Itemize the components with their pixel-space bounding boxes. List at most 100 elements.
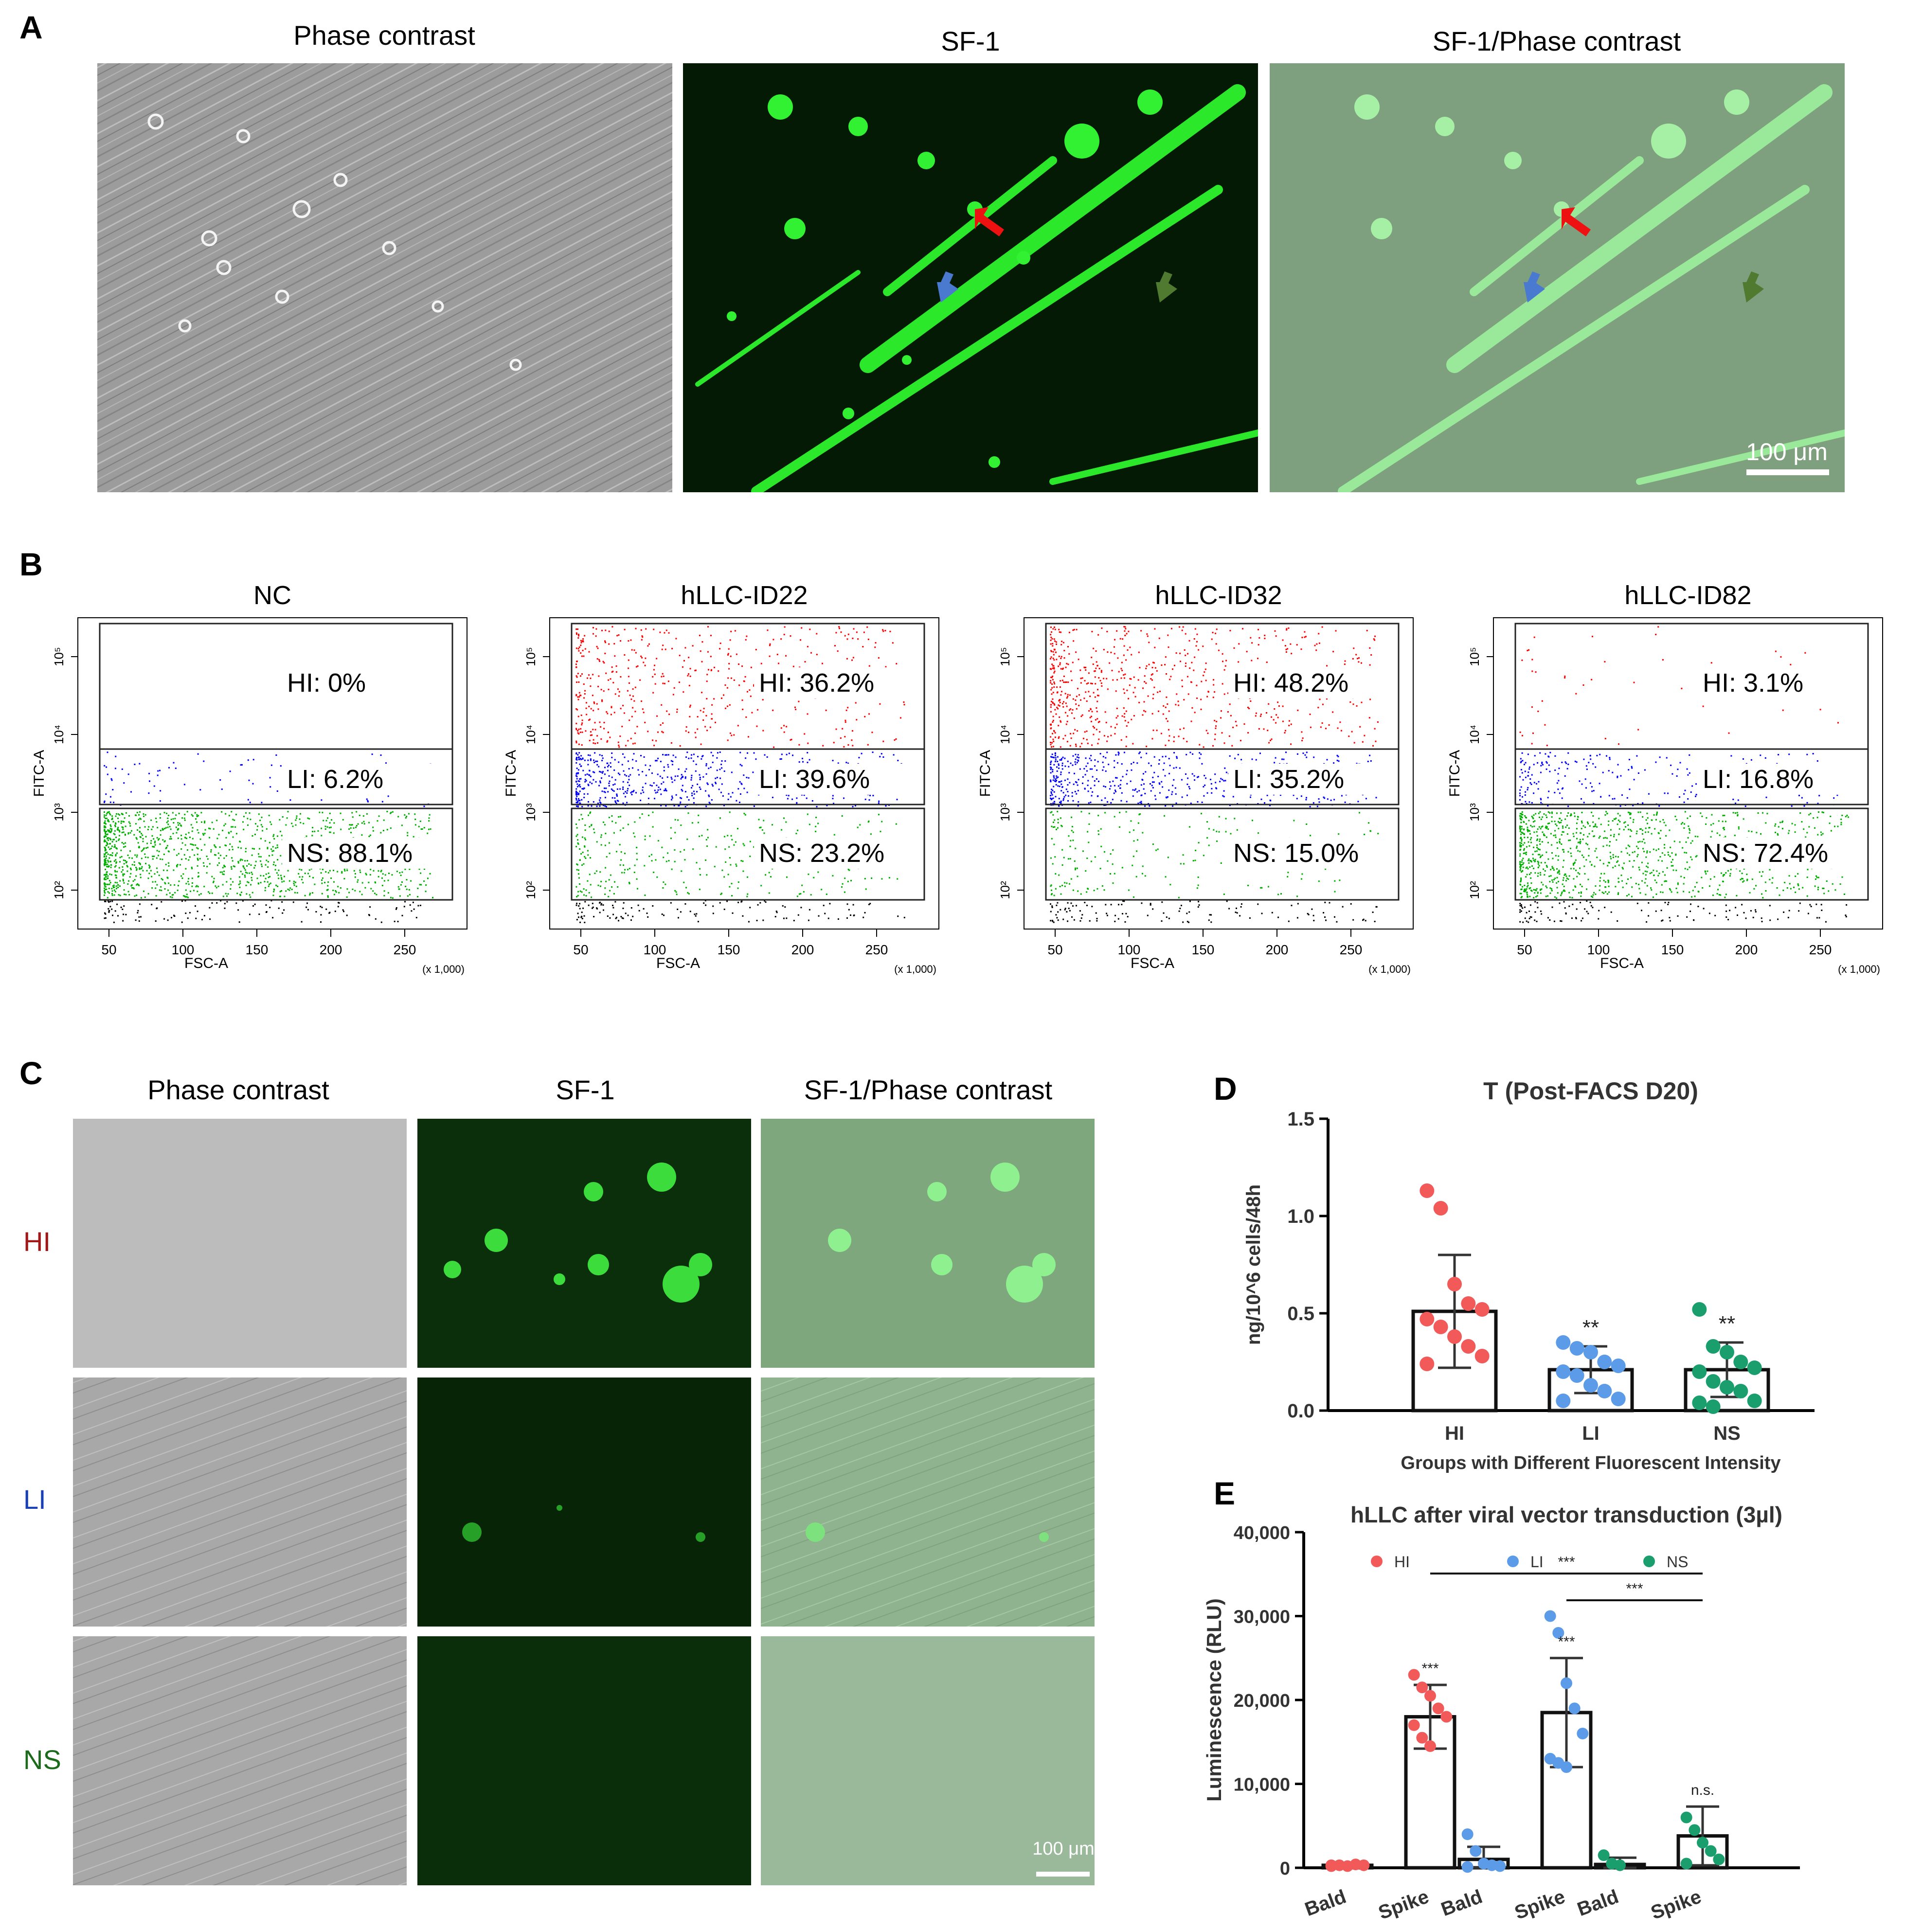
flow-dot [1212, 697, 1214, 698]
flow-dot [865, 888, 867, 890]
flow-dot [595, 781, 597, 783]
flow-x-tick-label: 250 [865, 942, 888, 957]
flow-dot [1134, 696, 1136, 698]
flow-dot [429, 873, 431, 875]
flow-dot [1083, 768, 1085, 769]
flow-dot [240, 764, 242, 766]
flow-dot [605, 642, 607, 644]
flow-dot [1132, 856, 1134, 858]
flow-dot [1332, 651, 1334, 653]
flow-dot [577, 842, 579, 844]
flow-dot [1083, 698, 1085, 699]
flow-dot [577, 673, 579, 675]
flow-dot [577, 894, 579, 896]
flow-dot [324, 882, 326, 883]
flow-dot [110, 831, 112, 833]
flow-dot [1584, 778, 1586, 780]
flow-dot [1691, 785, 1693, 787]
flow-dot [327, 896, 329, 898]
flow-dot [368, 822, 370, 823]
flow-dot [1642, 802, 1644, 804]
flow-x-unit: (x 1,000) [894, 963, 936, 975]
flow-dot [1065, 681, 1067, 683]
flow-dot [868, 904, 870, 905]
flow-dot [325, 871, 327, 873]
flow-dot [1546, 762, 1548, 764]
flow-dot [1314, 644, 1316, 646]
flow-dot [334, 911, 336, 912]
flow-dot [1162, 769, 1164, 771]
flow-dot [627, 760, 629, 762]
flow-dot [719, 902, 721, 904]
flow-dot [686, 796, 688, 798]
flow-dot [1110, 904, 1112, 906]
flow-dot [1250, 700, 1252, 702]
flow-dot [1263, 728, 1265, 730]
flow-dot [727, 739, 729, 741]
flow-dot [1191, 662, 1193, 663]
flow-dot [712, 912, 714, 914]
flow-dot [580, 644, 582, 646]
flow-dot [1180, 863, 1182, 865]
flow-dot [159, 817, 161, 819]
flow-dot [765, 901, 767, 903]
flow-dot [217, 885, 219, 887]
flow-dot [593, 627, 594, 628]
flow-dot [204, 829, 206, 831]
flow-dot [598, 766, 600, 768]
flow-dot [239, 841, 241, 842]
flow-dot [600, 844, 602, 846]
flow-dot [683, 691, 684, 693]
flow-dot [189, 890, 191, 892]
flow-dot [1150, 783, 1151, 785]
flow-dot [1103, 785, 1105, 787]
flow-dot [1051, 905, 1053, 907]
flow-dot [1140, 803, 1142, 804]
flow-dot [1189, 787, 1191, 789]
flow-dot [707, 626, 709, 628]
flow-dot [348, 892, 350, 894]
flow-dot [580, 728, 582, 730]
flow-dot [1093, 692, 1095, 694]
flow-dot [1050, 680, 1052, 682]
flow-dot [1686, 861, 1688, 863]
flow-dot [1537, 711, 1539, 712]
flow-dot [753, 752, 755, 754]
flow-dot [606, 711, 608, 713]
flow-dot [405, 817, 407, 819]
flow-dot [736, 800, 737, 802]
flow-dot [720, 764, 722, 766]
flow-dot [746, 777, 748, 778]
flow-dot [706, 730, 708, 732]
flow-dot [1145, 667, 1147, 669]
flow-dot [151, 835, 153, 837]
flow-dot [1095, 650, 1097, 652]
flow-dot [139, 836, 141, 838]
flow-dot [1055, 873, 1057, 875]
flow-dot [146, 842, 148, 844]
flow-dot [796, 802, 798, 804]
flow-dot [1079, 768, 1081, 770]
flow-dot [1053, 894, 1055, 896]
flow-dot [359, 891, 361, 893]
flow-dot [797, 914, 799, 916]
flow-dot [1173, 736, 1175, 738]
flow-dot [607, 766, 609, 768]
flow-dot [1803, 805, 1805, 807]
flow-dot [108, 892, 110, 894]
flow-dot [835, 632, 837, 634]
flow-dot [352, 816, 354, 818]
flow-dot [1780, 656, 1782, 658]
flow-dot [642, 771, 644, 772]
flow-dot [122, 869, 124, 871]
flow-dot [121, 768, 123, 770]
flow-dot [684, 791, 686, 793]
flow-dot [807, 751, 809, 753]
flow-dot [1071, 680, 1073, 681]
flow-dot [130, 867, 131, 869]
flow-dot [740, 860, 742, 862]
flow-dot [1548, 764, 1550, 766]
flow-dot [606, 856, 608, 858]
flow-dot [1717, 889, 1719, 891]
flow-dot [1679, 762, 1681, 764]
